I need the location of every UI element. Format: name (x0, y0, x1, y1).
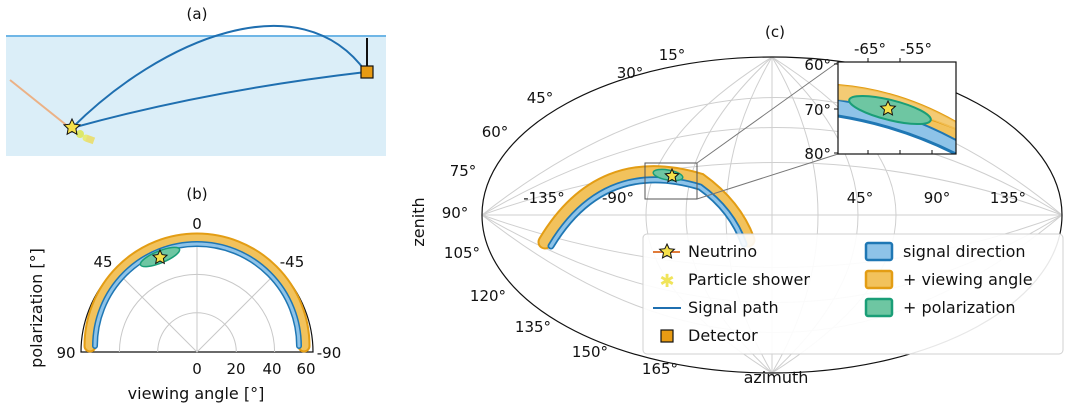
panel-c-label: (c) (765, 23, 785, 41)
green-patch-icon (864, 297, 894, 318)
azimuth-tick-m90: -90° (602, 189, 634, 207)
polarization-axis-label: polarization [°] (27, 248, 46, 368)
r-tick-60: 60 (296, 360, 315, 378)
zenith-tick-75: 75° (450, 162, 477, 180)
inset-y-tick-70: 70° (804, 101, 831, 119)
svg-text:Neutrino: Neutrino (688, 242, 757, 261)
panel-b-polar-plot: 0 45 -45 90 -90 0 20 40 60 viewing angle… (27, 215, 341, 403)
legend-item-viewing-angle: + viewing angle (864, 269, 1033, 290)
neutrino-star-icon (664, 167, 680, 183)
zenith-tick-150: 150° (572, 343, 608, 361)
legend-item-signal-path: Signal path (653, 298, 779, 317)
legend-item-neutrino: Neutrino (653, 242, 757, 261)
svg-text:+ polarization: + polarization (903, 298, 1016, 317)
legend-item-signal-direction: signal direction (864, 241, 1026, 262)
blue-patch-icon (864, 241, 894, 262)
zoom-box (644, 162, 698, 200)
theta-tick-90: 90 (56, 344, 75, 362)
azimuth-tick-135: 135° (990, 189, 1026, 207)
polar-grid-45 (114, 269, 198, 353)
panel-a-label: (a) (187, 5, 208, 23)
signal-path-lower (71, 71, 367, 129)
legend: Neutrino ✱ Particle shower Signal path D… (642, 233, 1064, 355)
neutrino-star-icon (151, 248, 169, 265)
legend-item-polarization: + polarization (864, 297, 1016, 318)
orange-patch-icon (864, 269, 894, 290)
zoom-inset: -65° -55° 60° 70° 80° (804, 40, 957, 163)
sky-boundary (481, 56, 1063, 374)
azimuth-tick-45: 45° (847, 189, 874, 207)
inset-x-tick-m55: -55° (900, 40, 932, 58)
detector-icon (360, 65, 374, 79)
signal-path-upper (71, 24, 367, 129)
inset-frame (837, 61, 957, 155)
zoom-connector-top (696, 61, 839, 164)
viewing-angle-axis-label: viewing angle [°] (128, 384, 265, 403)
zenith-tick-60: 60° (482, 123, 509, 141)
detector-square-icon (660, 329, 674, 343)
zenith-tick-30: 30° (617, 64, 644, 82)
particle-shower-icon (76, 130, 96, 145)
ice-volume (6, 36, 386, 156)
r-tick-40: 40 (262, 360, 281, 378)
neutrino-star-icon (879, 99, 897, 116)
neutrino-track (9, 79, 71, 129)
zenith-tick-105: 105° (444, 244, 480, 262)
theta-tick-45: 45 (93, 253, 112, 271)
polar-grid-m45 (196, 269, 280, 353)
theta-tick-m45: -45 (280, 253, 305, 271)
svg-text:signal direction: signal direction (903, 242, 1026, 261)
azimuth-tick-90: 90° (924, 189, 951, 207)
legend-item-detector: Detector (660, 326, 758, 345)
panel-b-label: (b) (186, 185, 207, 203)
zenith-axis-label: zenith (409, 197, 428, 246)
azimuth-tick-m135: -135° (523, 189, 565, 207)
svg-text:Particle shower: Particle shower (688, 270, 810, 289)
zenith-tick-165: 165° (642, 360, 678, 378)
panel-a-diagram (6, 24, 386, 156)
inset-y-tick-60: 60° (804, 56, 831, 74)
legend-box (642, 233, 1064, 355)
zenith-tick-90: 90° (442, 204, 469, 222)
neutrino-star-icon (658, 242, 676, 259)
inset-y-tick-80: 80° (804, 145, 831, 163)
theta-tick-m90: -90 (317, 344, 342, 362)
azimuth-axis-label: azimuth (744, 368, 809, 387)
theta-tick-0: 0 (192, 215, 202, 233)
zenith-tick-45: 45° (527, 89, 554, 107)
neutrino-star-icon (62, 117, 82, 136)
svg-text:Detector: Detector (688, 326, 758, 345)
svg-text:Signal path: Signal path (688, 298, 779, 317)
r-tick-0: 0 (192, 360, 202, 378)
zenith-tick-15: 15° (659, 46, 686, 64)
panel-c-sky-map: 15° 30° 45° 60° 75° 90° 105° 120° 135° 1… (409, 46, 1063, 387)
zoom-connector-bottom (696, 153, 839, 200)
svg-text:+ viewing angle: + viewing angle (903, 270, 1033, 289)
r-tick-20: 20 (226, 360, 245, 378)
legend-item-particle-shower: ✱ Particle shower (659, 270, 810, 292)
shower-asterisk-icon: ✱ (659, 271, 674, 292)
zenith-tick-135: 135° (515, 318, 551, 336)
zenith-tick-120: 120° (470, 287, 506, 305)
inset-x-tick-m65: -65° (854, 40, 886, 58)
